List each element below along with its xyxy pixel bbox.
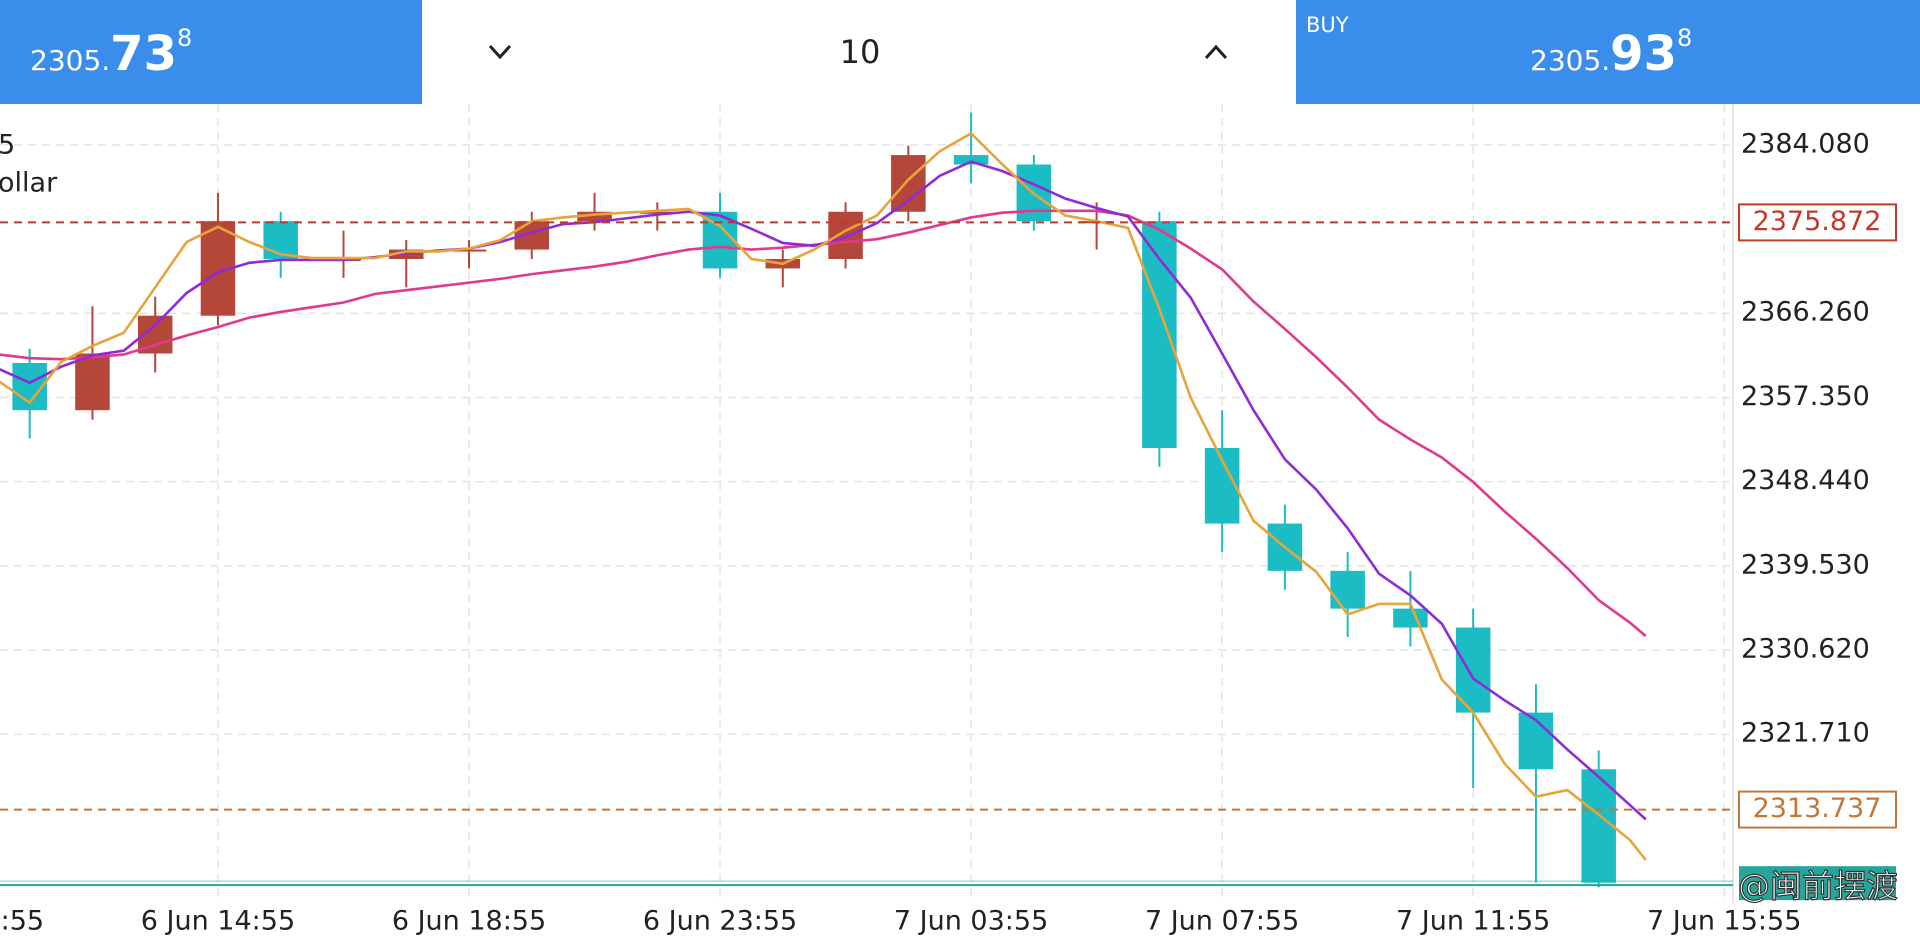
sell-price-big: 73 <box>110 26 177 82</box>
candle-body <box>953 155 989 165</box>
x-tick-label: 7 Jun 15:55 <box>1647 906 1801 937</box>
volume-box <box>422 0 1296 104</box>
candle-body <box>1330 570 1365 609</box>
symbol-legend: ollar <box>0 168 58 199</box>
candle-body <box>828 211 863 260</box>
y-tick-label: 2348.440 <box>1741 465 1870 496</box>
symbol-legend: 5 <box>0 130 15 161</box>
price-box-label: 2375.872 <box>1753 206 1882 237</box>
overlay: 2384.080 2366.260 2357.350 2348.440 2339.530… <box>0 128 1899 937</box>
buy-label: BUY <box>1306 13 1349 37</box>
y-tick-label: 2384.080 <box>1741 128 1870 159</box>
candle-body <box>263 221 298 260</box>
buy-button[interactable] <box>1296 0 1920 104</box>
y-tick-label: 2357.350 <box>1741 381 1870 412</box>
price-box <box>1738 203 1897 242</box>
moving-average <box>0 209 1647 638</box>
y-tick-label: 2339.530 <box>1741 549 1870 580</box>
current-price-box <box>1739 866 1896 901</box>
x-tick-label: 6 Jun 23:55 <box>643 906 797 937</box>
sell-button[interactable] <box>0 0 422 104</box>
candle-body <box>1455 627 1491 713</box>
volume-increase[interactable] <box>1204 44 1228 60</box>
y-tick-label: 2330.620 <box>1741 634 1870 665</box>
buy-price-sup: 8 <box>1677 24 1692 52</box>
price-box <box>1738 790 1897 829</box>
x-tick-label: 7 Jun 07:55 <box>1145 906 1299 937</box>
x-tick-label: 6 Jun 18:55 <box>392 906 546 937</box>
candle-body <box>1518 712 1554 770</box>
sell-price-prefix: 2305. <box>30 44 110 77</box>
sell-price: 2305.738 <box>30 24 192 82</box>
candle-body <box>640 211 675 214</box>
x-tick-label: 7 Jun 11:55 <box>1396 906 1550 937</box>
y-tick-label: 2366.260 <box>1741 297 1870 328</box>
candle-body <box>891 155 926 212</box>
buy-price-prefix: 2305. <box>1530 44 1610 77</box>
price-box-label: 2313.737 <box>1753 793 1882 824</box>
candle-body <box>1393 608 1428 628</box>
candle-body <box>75 353 110 411</box>
x-tick-label: 6 Jun 14:55 <box>141 906 295 937</box>
volume-decrease[interactable] <box>488 44 512 60</box>
volume-value[interactable]: 10 <box>840 33 881 71</box>
x-tick-label: 7 Jun 03:55 <box>894 906 1048 937</box>
sell-price-sup: 8 <box>177 24 192 52</box>
watermark: @闽前摆渡 <box>1738 867 1898 905</box>
x-tick-label: 6 Jun 10:55 <box>0 906 44 937</box>
candle-body <box>1142 221 1177 448</box>
buy-price: 2305.938 <box>1530 24 1692 82</box>
candle-body <box>577 211 612 222</box>
moving-average <box>0 131 1647 861</box>
plot <box>0 112 1647 888</box>
y-tick-label: 2321.710 <box>1741 718 1870 749</box>
buy-price-big: 93 <box>1610 26 1677 82</box>
candle-body <box>451 249 487 252</box>
